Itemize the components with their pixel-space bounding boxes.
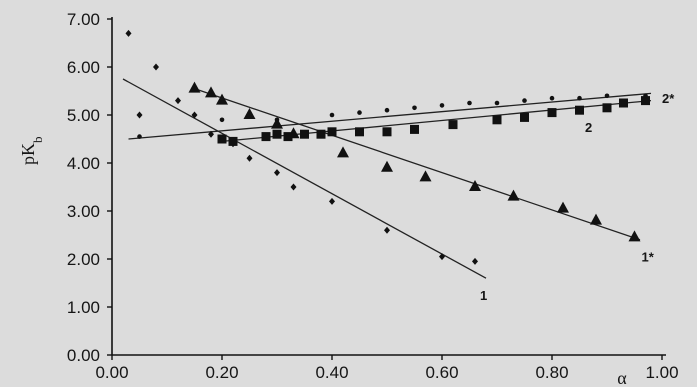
square-point bbox=[641, 96, 650, 106]
square-point bbox=[602, 103, 612, 113]
dot-point bbox=[219, 117, 225, 123]
diamond-point bbox=[290, 183, 297, 191]
y-tick-label: 3.00 bbox=[67, 202, 100, 221]
series-labels: 1 1* 2 2* bbox=[480, 91, 675, 303]
y-tick-label: 0.00 bbox=[67, 346, 100, 365]
diamond-point bbox=[153, 63, 159, 71]
dot-point bbox=[522, 98, 527, 103]
triangle-point bbox=[216, 93, 228, 105]
y-tick-label: 4.00 bbox=[67, 154, 100, 173]
square-point bbox=[316, 129, 326, 139]
x-tick-label: 0.60 bbox=[425, 363, 458, 382]
triangle-point bbox=[469, 180, 481, 191]
y-tick-label: 2.00 bbox=[67, 250, 100, 269]
square-point bbox=[492, 115, 502, 125]
dot-point bbox=[274, 117, 280, 123]
series-label: 2* bbox=[662, 91, 675, 106]
square-point bbox=[228, 136, 238, 146]
square-point bbox=[575, 105, 584, 115]
triangle-point bbox=[590, 213, 602, 225]
diamond-point bbox=[246, 154, 253, 162]
dot-point bbox=[643, 93, 648, 99]
dot-point bbox=[494, 100, 500, 106]
triangle-point bbox=[188, 81, 201, 93]
dot-point bbox=[467, 100, 472, 106]
dot-point bbox=[412, 105, 417, 111]
dot-point bbox=[357, 110, 362, 115]
triangle-point bbox=[419, 170, 432, 182]
y-axis-label-sub: b bbox=[30, 137, 45, 144]
y-tick-label: 1.00 bbox=[67, 298, 100, 317]
triangle-point bbox=[205, 86, 217, 98]
square-point bbox=[410, 124, 419, 134]
triangle-point bbox=[337, 146, 349, 158]
square-point bbox=[547, 108, 557, 118]
chart-axes: 0.00 1.00 2.00 3.00 4.00 5.00 6.00 7.00 0.00 0.20… bbox=[67, 10, 679, 382]
x-tick-label: 0.20 bbox=[205, 363, 238, 382]
triangle-point bbox=[628, 230, 641, 242]
dot-point bbox=[329, 112, 335, 118]
square-point bbox=[261, 132, 271, 142]
y-axis-label-main: pK bbox=[18, 143, 38, 165]
square-point bbox=[448, 120, 458, 130]
y-tick-label: 5.00 bbox=[67, 106, 100, 125]
dot-point bbox=[549, 95, 555, 101]
diamond-point bbox=[274, 169, 280, 177]
fit-line-0 bbox=[122, 78, 487, 279]
diamond-point bbox=[175, 97, 181, 105]
diamond-point bbox=[384, 226, 390, 234]
diamond-point bbox=[472, 257, 478, 265]
dot-point bbox=[577, 95, 582, 101]
data-points bbox=[125, 29, 650, 265]
square-point bbox=[520, 112, 529, 122]
fit-line-1 bbox=[194, 87, 641, 241]
fit-line-3 bbox=[128, 92, 652, 140]
triangle-point bbox=[271, 117, 283, 129]
x-tick-label: 0.00 bbox=[95, 363, 128, 382]
diamond-point bbox=[208, 130, 214, 138]
diamond-point bbox=[136, 111, 143, 119]
square-point bbox=[272, 129, 282, 139]
triangle-point bbox=[557, 201, 569, 213]
y-tick-label: 7.00 bbox=[67, 10, 100, 29]
dot-point bbox=[137, 134, 142, 139]
x-axis-label: α bbox=[617, 368, 627, 387]
dot-point bbox=[604, 93, 610, 99]
square-point bbox=[619, 98, 628, 108]
y-tick-label: 6.00 bbox=[67, 58, 100, 77]
square-point bbox=[327, 127, 337, 137]
triangle-point bbox=[381, 160, 393, 172]
series-label: 1* bbox=[642, 250, 655, 265]
square-point bbox=[283, 132, 293, 142]
series-label: 2 bbox=[585, 120, 592, 135]
diamond-point bbox=[125, 29, 132, 37]
square-point bbox=[382, 127, 392, 137]
x-tick-label: 0.80 bbox=[535, 363, 568, 382]
diamond-point bbox=[191, 111, 198, 119]
square-point bbox=[217, 134, 227, 144]
x-tick-label: 0.40 bbox=[315, 363, 348, 382]
dot-point bbox=[439, 103, 445, 108]
square-point bbox=[300, 129, 309, 139]
diamond-point bbox=[439, 253, 445, 261]
square-point bbox=[355, 127, 364, 137]
dot-point bbox=[384, 107, 390, 113]
y-axis-label: pKb bbox=[18, 137, 45, 166]
series-label: 1 bbox=[480, 288, 487, 303]
x-tick-label: 1.00 bbox=[645, 363, 678, 382]
triangle-point bbox=[243, 108, 256, 119]
diamond-point bbox=[329, 197, 335, 205]
triangle-point bbox=[507, 189, 520, 201]
